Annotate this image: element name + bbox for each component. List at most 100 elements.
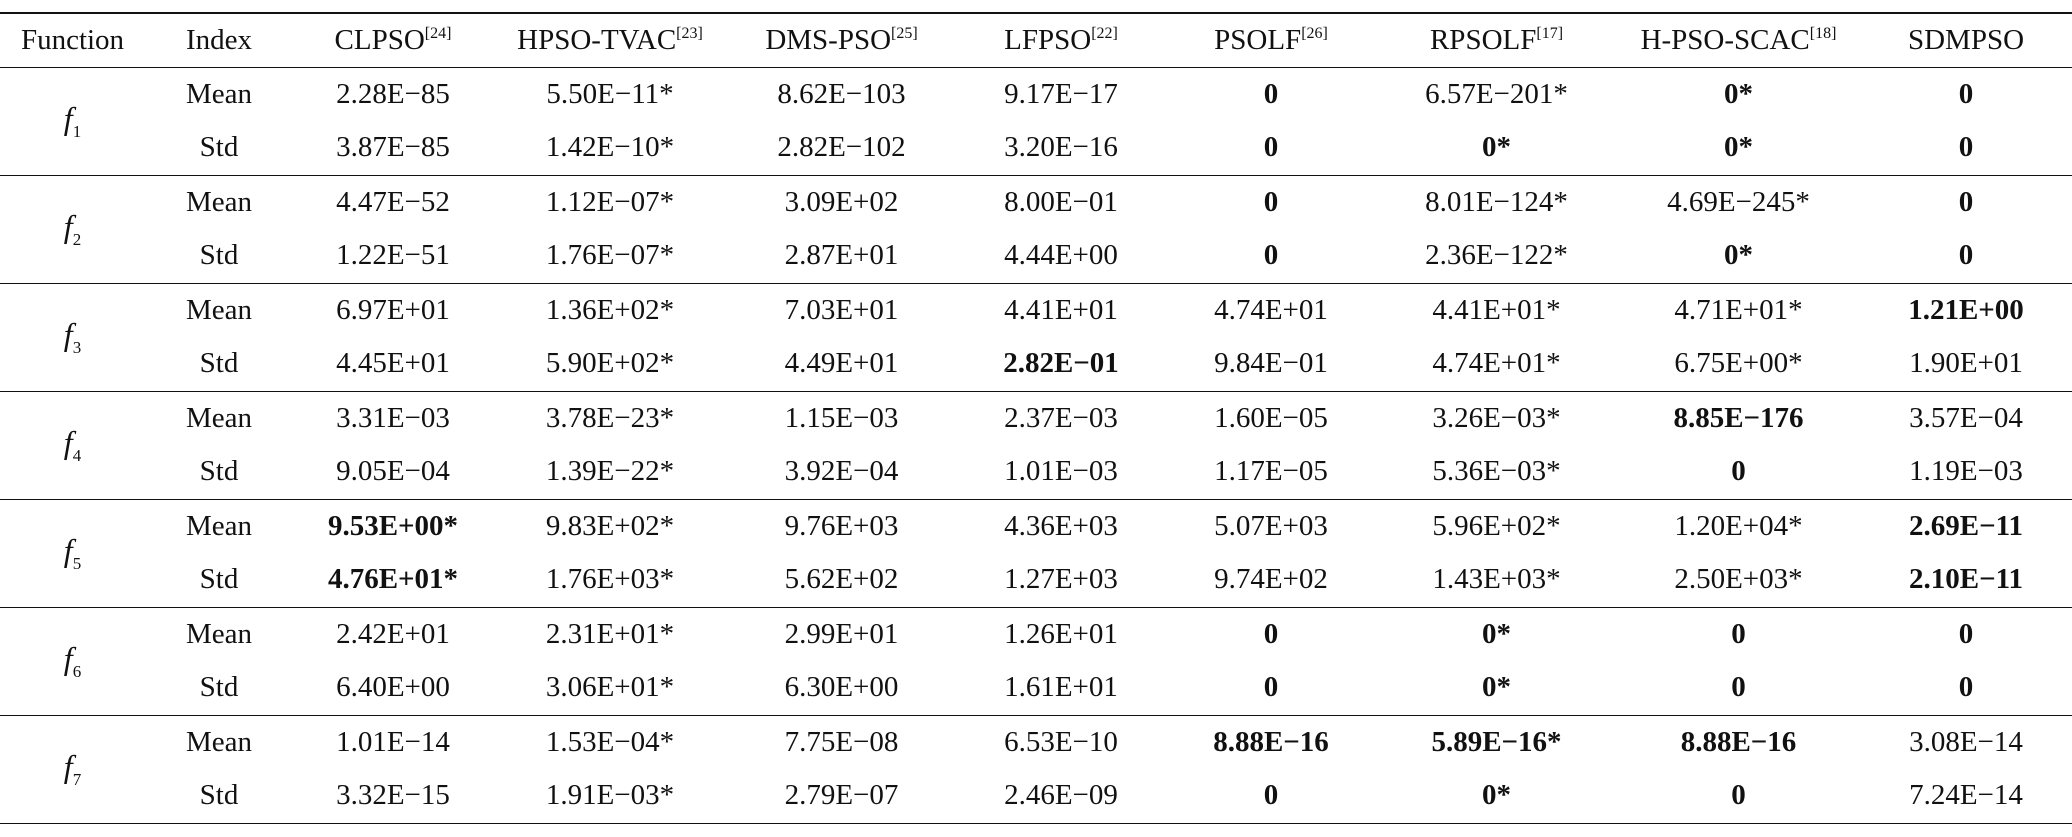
value-cell: 1.22E−51 [293, 229, 493, 284]
value-cell: 2.42E+01 [336, 617, 450, 650]
function-name: f [63, 208, 73, 244]
value-cell: 8.85E−176 [1673, 401, 1804, 434]
column-title: RPSOLF [1429, 23, 1537, 56]
value-cell: 3.26E−03* [1432, 401, 1561, 434]
value-cell: 1.91E−03* [493, 769, 727, 824]
value-cell: 4.36E+03 [1004, 509, 1118, 542]
value-cell: 0 [1617, 661, 1860, 716]
function-index: 5 [72, 554, 82, 573]
value-cell: 2.82E−102 [727, 121, 956, 176]
value-cell: 6.40E+00 [293, 661, 493, 716]
function-index: 7 [72, 770, 82, 789]
data-row: f7 Mean 1.01E−14 1.53E−04* 7.75E−08 6.53E−10 8… [0, 715, 2072, 824]
data-row: f4 Mean 3.31E−03 3.78E−23* 1.15E−03 2.37E−03 1… [0, 391, 2072, 500]
value-cell: 1.53E−04* [545, 725, 675, 758]
reference: [18] [1809, 24, 1837, 42]
reference: [17] [1536, 24, 1564, 42]
value-cell: 1.19E−03 [1860, 445, 2072, 500]
index-cell: Std [145, 229, 293, 284]
value-cell: 1.12E−07* [545, 185, 675, 218]
column-title: CLPSO [334, 23, 425, 56]
function-name: f [63, 424, 73, 460]
value-cell: 4.44E+00 [956, 229, 1166, 284]
value-cell: 0 [1263, 185, 1279, 218]
value-cell: 7.03E+01 [784, 293, 899, 326]
value-cell: 3.06E+01* [493, 661, 727, 716]
data-row: f1 Mean 2.28E−85 5.50E−11* 8.62E−103 9.17E−17… [0, 67, 2072, 176]
index-cell: Mean [185, 185, 253, 218]
value-cell: 1.20E+04* [1674, 509, 1803, 542]
function-cell: f7 [0, 715, 145, 824]
value-cell: 9.76E+03 [784, 509, 899, 542]
value-cell: 6.75E+00* [1617, 337, 1860, 392]
data-row: Std 6.40E+00 3.06E+01* 6.30E+00 1.61E+01 0 0* 0… [0, 661, 2072, 716]
value-cell: 0* [1724, 77, 1753, 110]
column-header: CLPSO[24] [293, 12, 493, 68]
value-cell: 5.36E−03* [1376, 445, 1617, 500]
reference: [26] [1301, 24, 1328, 42]
value-cell: 2.69E−11 [1908, 509, 2024, 542]
column-header: H-PSO-SCAC[18] [1617, 12, 1860, 68]
value-cell: 2.31E+01* [545, 617, 675, 650]
value-cell: 3.92E−04 [727, 445, 956, 500]
index-cell: Std [145, 445, 293, 500]
value-cell: 2.28E−85 [336, 77, 450, 110]
value-cell: 3.78E−23* [545, 401, 675, 434]
column-title: PSOLF [1214, 23, 1302, 56]
value-cell: 0 [1617, 769, 1860, 824]
reference: [23] [676, 24, 703, 42]
table-header: Function Index CLPSO[24] HPSO-TVAC[23] DMS-P… [0, 12, 2072, 68]
value-cell: 0* [1617, 121, 1860, 176]
data-row: Std 4.76E+01* 1.76E+03* 5.62E+02 1.27E+03 9.7… [0, 553, 2072, 608]
function-cell: f4 [0, 391, 145, 500]
data-row: Std 3.87E−85 1.42E−10* 2.82E−102 3.20E−16 0 0*… [0, 121, 2072, 176]
value-cell: 2.37E−03 [1004, 401, 1118, 434]
value-cell: 8.00E−01 [1004, 185, 1118, 218]
function-cell: f1 [0, 67, 145, 176]
value-cell: 0 [1958, 185, 1974, 218]
value-cell: 9.84E−01 [1166, 337, 1376, 392]
value-cell: 7.24E−14 [1860, 769, 2072, 824]
index-cell: Std [145, 661, 293, 716]
data-row: Std 4.45E+01 5.90E+02* 4.49E+01 2.82E−01 9.84… [0, 337, 2072, 392]
value-cell: 5.89E−16* [1431, 725, 1562, 758]
value-cell: 2.79E−07 [727, 769, 956, 824]
value-cell: 8.62E−103 [777, 77, 906, 110]
value-cell: 4.47E−52 [336, 185, 450, 218]
data-row: Std 9.05E−04 1.39E−22* 3.92E−04 1.01E−03 1.17… [0, 445, 2072, 500]
reference: [25] [891, 24, 918, 42]
data-row: Std 3.32E−15 1.91E−03* 2.79E−07 2.46E−09 0 0* 0… [0, 769, 2072, 824]
value-cell: 1.60E−05 [1214, 401, 1328, 434]
column-header: PSOLF[26] [1166, 12, 1376, 68]
value-cell: 1.15E−03 [784, 401, 899, 434]
value-cell: 0 [1166, 769, 1376, 824]
value-cell: 0 [1860, 121, 2072, 176]
value-cell: 3.08E−14 [1909, 725, 2023, 758]
reference: [22] [1091, 24, 1118, 42]
column-title: Index [185, 23, 253, 56]
value-cell: 6.53E−10 [1004, 725, 1118, 758]
column-title: SDMPSO [1907, 23, 2025, 56]
index-cell: Mean [185, 725, 253, 758]
value-cell: 7.75E−08 [784, 725, 899, 758]
index-cell: Mean [185, 509, 253, 542]
column-header: RPSOLF[17] [1376, 12, 1617, 68]
index-cell: Std [145, 553, 293, 608]
value-cell: 1.21E+00 [1908, 293, 2024, 326]
value-cell: 0* [1376, 661, 1617, 716]
header-row: Function Index CLPSO[24] HPSO-TVAC[23] DMS-P… [0, 12, 2072, 68]
value-cell: 1.61E+01 [956, 661, 1166, 716]
column-header: Index [145, 12, 293, 68]
value-cell: 5.62E+02 [727, 553, 956, 608]
value-cell: 4.74E+01 [1214, 293, 1328, 326]
function-cell: f5 [0, 499, 145, 608]
value-cell: 1.17E−05 [1166, 445, 1376, 500]
function-name: f [63, 748, 73, 784]
value-cell: 2.82E−01 [956, 337, 1166, 392]
value-cell: 0 [1860, 229, 2072, 284]
index-cell: Mean [185, 401, 253, 434]
column-header: HPSO-TVAC[23] [493, 12, 727, 68]
value-cell: 0 [1263, 77, 1279, 110]
value-cell: 2.36E−122* [1376, 229, 1617, 284]
value-cell: 0* [1376, 769, 1617, 824]
